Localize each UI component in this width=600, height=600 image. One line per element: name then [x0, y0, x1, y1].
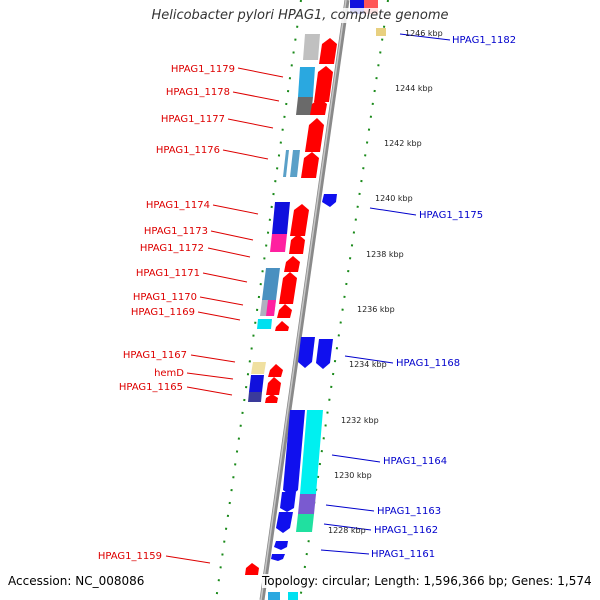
- gene-block: [296, 97, 313, 115]
- leader-line: [227, 118, 274, 129]
- gene-label: HPAG1_1165: [119, 382, 183, 393]
- leader-line: [186, 372, 234, 380]
- gene-arrow: [284, 256, 300, 272]
- gene-block: [257, 319, 272, 329]
- leader-line: [212, 204, 259, 215]
- gene-label: HPAG1_1169: [131, 307, 195, 318]
- gene-arrow: [298, 337, 315, 368]
- leader-line: [186, 386, 233, 396]
- leader-line: [222, 149, 269, 160]
- kbp-tick-label: 1246 kbp: [405, 29, 443, 38]
- genome-backbone: [259, 0, 350, 600]
- gene-label: HPAG1_1177: [161, 114, 225, 125]
- leader-line: [165, 555, 211, 564]
- gene-arrow: [283, 410, 305, 496]
- gene-label: HPAG1_1178: [166, 87, 230, 98]
- gene-arrow: [276, 512, 293, 533]
- kbp-tick-label: 1242 kbp: [384, 139, 422, 148]
- leader-line: [197, 311, 241, 321]
- gene-arrow: [305, 118, 324, 152]
- leader-line: [325, 504, 375, 512]
- gene-arrow: [268, 364, 283, 377]
- gene-label: HPAG1_1170: [133, 292, 197, 303]
- gene-label: HPAG1_1172: [140, 243, 204, 254]
- gene-arrow: [280, 492, 296, 512]
- gene-arrow: [271, 554, 285, 561]
- gene-arrow: [265, 394, 278, 403]
- kbp-tick-label: 1238 kbp: [366, 250, 404, 259]
- accession-text: Accession: NC_008086: [8, 574, 145, 588]
- gene-block: [272, 202, 290, 234]
- gene-arrow: [310, 98, 327, 115]
- gene-arrow: [266, 377, 281, 395]
- gene-arrow: [290, 204, 309, 236]
- leader-line: [210, 230, 254, 241]
- leader-line: [190, 354, 236, 363]
- gene-label: HPAG1_1174: [146, 200, 210, 211]
- gene-block: [248, 392, 262, 402]
- gene-block: [298, 494, 316, 514]
- leader-line: [202, 272, 248, 283]
- gene-label: HPAG1_1164: [383, 456, 447, 467]
- gene-label: HPAG1_1167: [123, 350, 187, 361]
- leader-line: [344, 355, 394, 364]
- gene-block: [376, 28, 386, 36]
- gene-block: [270, 234, 287, 252]
- gene-arrow: [314, 66, 333, 102]
- gene-label: HPAG1_1175: [419, 210, 483, 221]
- leader-line: [399, 33, 451, 41]
- gene-label: HPAG1_1161: [371, 549, 435, 560]
- genome-backbone-highlight: [260, 0, 347, 600]
- gene-block: [251, 362, 266, 374]
- gene-label: HPAG1_1179: [171, 64, 235, 75]
- leader-line: [199, 296, 244, 306]
- leader-line: [369, 207, 417, 216]
- genome-summary-text: Topology: circular; Length: 1,596,366 bp…: [262, 574, 592, 588]
- gene-arrow: [277, 304, 292, 318]
- gene-block: [296, 514, 314, 532]
- gene-arrow: [319, 38, 337, 64]
- kbp-tick-label: 1244 kbp: [395, 84, 433, 93]
- kbp-tick-label: 1234 kbp: [349, 360, 387, 369]
- gene-arrow: [301, 152, 319, 178]
- kbp-tick-label: 1230 kbp: [334, 471, 372, 480]
- gene-block: [298, 67, 315, 97]
- kbp-tick-label: 1228 kbp: [328, 526, 366, 535]
- gene-label: HPAG1_1163: [377, 506, 441, 517]
- leader-line: [323, 523, 372, 531]
- gene-label: HPAG1_1173: [144, 226, 208, 237]
- gene-arrow: [279, 272, 297, 304]
- gene-label: HPAG1_1162: [374, 525, 438, 536]
- kbp-tick-label: 1236 kbp: [357, 305, 395, 314]
- gene-block: [249, 375, 264, 392]
- gene-arrow: [322, 194, 337, 207]
- gene-label: HPAG1_1171: [136, 268, 200, 279]
- gene-label: hemD: [154, 368, 184, 379]
- gene-arrow: [245, 563, 259, 575]
- gene-block: [286, 150, 293, 177]
- kbp-tick-label: 1232 kbp: [341, 416, 379, 425]
- gene-arrow: [316, 339, 333, 369]
- gene-arrow: [274, 541, 288, 550]
- leader-line: [237, 67, 284, 78]
- gene-block: [300, 410, 323, 494]
- gene-label: HPAG1_1176: [156, 145, 220, 156]
- gene-block: [266, 300, 276, 316]
- kbp-tick-label: 1240 kbp: [375, 194, 413, 203]
- gene-block: [303, 34, 320, 60]
- gene-label: HPAG1_1159: [98, 551, 162, 562]
- gene-label: HPAG1_1182: [452, 35, 516, 46]
- gene-block: [262, 268, 280, 300]
- leader-line: [331, 454, 381, 463]
- leader-line: [232, 91, 280, 102]
- gene-block: [288, 592, 298, 600]
- gene-arrow: [289, 234, 305, 254]
- leader-line: [320, 549, 370, 555]
- gene-arrow: [275, 321, 289, 331]
- gene-block: [268, 592, 280, 600]
- gene-label: HPAG1_1168: [396, 358, 460, 369]
- leader-line: [207, 247, 251, 258]
- page-title: Helicobacter pylori HPAG1, complete geno…: [0, 8, 600, 23]
